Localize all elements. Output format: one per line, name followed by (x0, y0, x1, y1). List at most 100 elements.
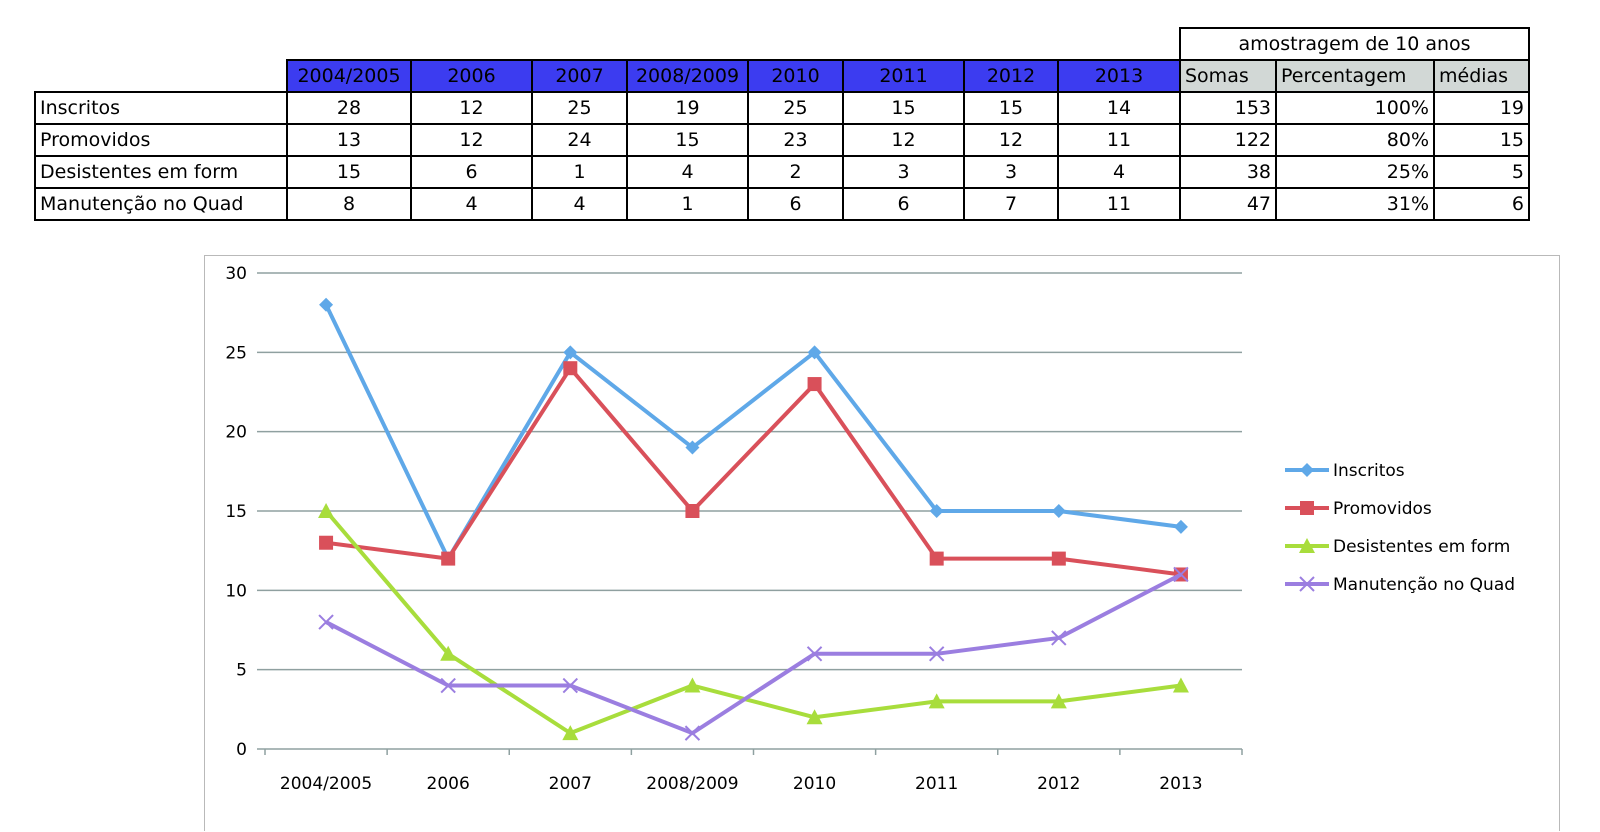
x-tick-label: 2011 (915, 774, 958, 794)
data-point (562, 725, 579, 741)
data-point (1051, 630, 1067, 646)
value-cell: 4 (1057, 155, 1181, 189)
data-point (807, 345, 822, 360)
value-cell: 6 (842, 187, 965, 221)
data-table: amostragem de 10 anos 2004/2005 2006 2007 20… (34, 27, 1530, 221)
value-cell: 11 (1057, 187, 1181, 221)
value-cell: 19 (626, 91, 749, 125)
value-cell: 3 (963, 155, 1059, 189)
data-point (1173, 519, 1188, 534)
data-point (928, 693, 945, 709)
empty-cell (411, 28, 532, 60)
row-label: Inscritos (34, 91, 288, 125)
data-point (563, 345, 578, 360)
value-cell: 4 (410, 187, 533, 221)
empty-cell (35, 28, 287, 60)
data-point (1050, 693, 1067, 709)
data-point (1051, 551, 1066, 566)
summary-cell: 25% (1275, 155, 1435, 189)
value-cell: 1 (626, 187, 749, 221)
data-point (563, 361, 578, 376)
data-point (684, 677, 701, 693)
legend-label: Manutenção no Quad (1333, 575, 1515, 595)
data-point (441, 551, 456, 566)
value-cell: 12 (842, 123, 965, 157)
data-point (1172, 677, 1189, 693)
y-tick-label: 0 (236, 740, 247, 760)
empty-cell (532, 28, 627, 60)
value-cell: 23 (747, 123, 844, 157)
value-cell: 15 (842, 91, 965, 125)
summary-cell: 122 (1179, 123, 1277, 157)
data-point (318, 614, 334, 630)
value-cell: 1 (531, 155, 628, 189)
empty-cell (627, 28, 748, 60)
data-point (929, 504, 944, 518)
x-tick-label: 2013 (1159, 774, 1202, 794)
legend-label: Inscritos (1333, 461, 1405, 481)
value-cell: 25 (531, 91, 628, 125)
value-cell: 12 (410, 91, 533, 125)
value-cell: 2 (747, 155, 844, 189)
data-point (928, 646, 945, 662)
x-tick-label: 2008/2009 (646, 774, 738, 794)
summary-header: Percentagem (1275, 59, 1435, 93)
summary-cell: 31% (1275, 187, 1435, 221)
summary-cell: 5 (1433, 155, 1530, 189)
data-point (440, 677, 456, 694)
empty-cell (843, 28, 964, 60)
series-line-desistentes-em-form (324, 509, 1182, 736)
year-header: 2012 (963, 59, 1059, 93)
summary-cell: 80% (1275, 123, 1435, 157)
data-point (318, 503, 335, 518)
data-point (806, 646, 823, 662)
summary-cell: 38 (1179, 155, 1277, 189)
year-header: 2008/2009 (626, 59, 749, 93)
empty-cell (964, 28, 1058, 60)
value-cell: 7 (963, 187, 1059, 221)
x-tick-label: 2010 (793, 774, 836, 794)
legend-marker (1300, 501, 1314, 515)
value-cell: 3 (842, 155, 965, 189)
data-point (319, 297, 334, 312)
value-cell: 12 (963, 123, 1059, 157)
x-tick-label: 2012 (1037, 774, 1080, 794)
year-header: 2004/2005 (286, 59, 412, 93)
y-tick-label: 20 (225, 423, 247, 443)
summary-cell: 47 (1179, 187, 1277, 221)
summary-header: médias (1433, 59, 1530, 93)
legend-label: Promovidos (1333, 499, 1432, 519)
value-cell: 6 (747, 187, 844, 221)
data-point (685, 440, 700, 455)
sample-title: amostragem de 10 anos (1179, 27, 1530, 61)
x-tick-label: 2006 (427, 774, 470, 794)
table-row: Promovidos 13 12 24 15 23 12 12 11 122 80% 15 (34, 123, 1530, 157)
data-point (319, 535, 334, 550)
year-header: 2007 (531, 59, 628, 93)
summary-cell: 15 (1433, 123, 1530, 157)
row-label: Promovidos (34, 123, 288, 157)
header-row: 2004/2005 2006 2007 2008/2009 2010 2011 2012 20… (35, 59, 1530, 93)
empty-cell (35, 60, 287, 92)
summary-cell: 153 (1179, 91, 1277, 125)
data-point (684, 725, 701, 741)
value-cell: 12 (410, 123, 533, 157)
y-tick-label: 15 (225, 502, 247, 522)
value-cell: 4 (626, 155, 749, 189)
year-header: 2010 (747, 59, 844, 93)
value-cell: 15 (963, 91, 1059, 125)
data-point (1173, 566, 1189, 583)
empty-cell (1058, 28, 1180, 60)
y-tick-label: 30 (225, 264, 247, 284)
row-label: Manutenção no Quad (34, 187, 288, 221)
y-tick-label: 10 (225, 581, 247, 601)
line-chart: 0 5 10 15 20 25 30 2004/2005 2006 2007 2008/2009 20… (225, 264, 1515, 794)
value-cell: 4 (531, 187, 628, 221)
x-tick-label: 2007 (549, 774, 592, 794)
series-line-promovidos (325, 366, 1182, 577)
empty-cell (748, 28, 843, 60)
value-cell: 28 (286, 91, 412, 125)
year-header: 2011 (842, 59, 965, 93)
data-point (440, 645, 457, 661)
year-header: 2013 (1057, 59, 1181, 93)
